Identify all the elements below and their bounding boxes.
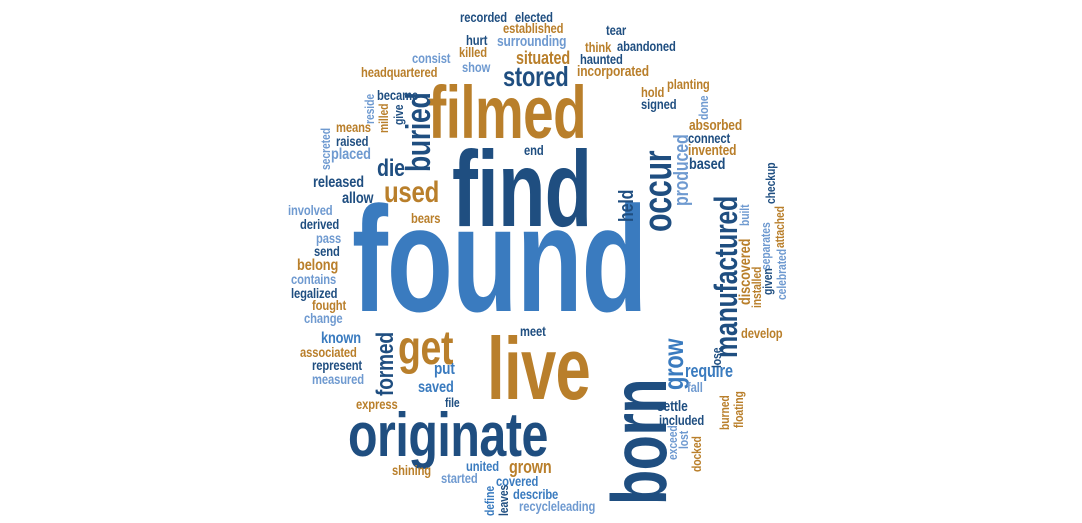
word-allow: allow: [342, 190, 374, 207]
word-contains: contains: [291, 271, 337, 287]
word-grow: grow: [658, 338, 689, 390]
word-live: live: [487, 319, 591, 418]
word-milled: milled: [376, 103, 391, 133]
word-started: started: [441, 470, 478, 486]
word-haunted: haunted: [580, 51, 623, 67]
word-incorporated: incorporated: [577, 63, 649, 80]
word-found: found: [352, 175, 648, 343]
word-signed: signed: [641, 96, 677, 112]
word-get: get: [398, 322, 454, 375]
word-based: based: [689, 156, 726, 173]
word-think: think: [585, 39, 612, 55]
word-recycleleading: recycleleading: [519, 498, 596, 514]
word-send: send: [314, 243, 340, 259]
word-built: built: [737, 204, 752, 226]
word-associated: associated: [300, 344, 357, 360]
word-change: change: [304, 310, 343, 326]
word-means: means: [336, 119, 371, 135]
word-surrounding: surrounding: [497, 33, 567, 50]
word-recorded: recorded: [460, 9, 508, 25]
word-require: require: [685, 361, 733, 381]
word-abandoned: abandoned: [617, 38, 676, 54]
word-tear: tear: [606, 22, 627, 38]
word-absorbed: absorbed: [689, 117, 743, 134]
word-headquartered: headquartered: [361, 64, 438, 80]
word-bears: bears: [411, 210, 441, 226]
word-fought: fought: [312, 297, 347, 313]
word-buried: buried: [400, 92, 438, 172]
word-express: express: [356, 396, 398, 412]
word-lose: lose: [709, 347, 724, 368]
word-develop: develop: [741, 325, 783, 341]
word-planting: planting: [667, 76, 710, 92]
word-situated: situated: [516, 48, 571, 68]
word-measured: measured: [312, 371, 365, 387]
word-included: included: [659, 412, 705, 428]
word-legalized: legalized: [291, 285, 338, 301]
word-covered: covered: [496, 473, 539, 489]
word-checkup: checkup: [763, 162, 778, 204]
word-find: find: [452, 128, 592, 249]
word-celebrated: celebrated: [774, 249, 789, 300]
word-secreted: secreted: [318, 128, 333, 170]
word-known: known: [321, 330, 361, 347]
word-end: end: [524, 142, 544, 158]
word-elected: elected: [515, 9, 553, 25]
word-define: define: [482, 485, 497, 516]
word-docked: docked: [689, 436, 704, 472]
word-saved: saved: [418, 379, 454, 396]
word-attached: attached: [772, 206, 787, 248]
word-meet: meet: [520, 323, 546, 339]
word-file: file: [445, 395, 460, 410]
word-give: give: [391, 104, 406, 125]
word-became: became: [377, 87, 419, 103]
word-derived: derived: [300, 216, 340, 232]
word-hurt: hurt: [466, 32, 488, 48]
word-shining: shining: [392, 462, 432, 478]
word-floating: floating: [731, 391, 746, 428]
word-leaves: leaves: [496, 484, 511, 516]
word-released: released: [313, 174, 364, 191]
word-originate: originate: [348, 401, 548, 470]
word-burned: burned: [717, 395, 732, 430]
word-show: show: [462, 59, 491, 75]
word-belong: belong: [297, 257, 339, 274]
word-united: united: [466, 458, 499, 474]
word-used: used: [384, 176, 440, 209]
word-put: put: [434, 359, 455, 378]
word-involved: involved: [288, 202, 333, 218]
word-represent: represent: [312, 357, 363, 373]
word-grown: grown: [509, 457, 552, 477]
word-placed: placed: [331, 146, 371, 163]
word-invented: invented: [688, 142, 737, 159]
word-pass: pass: [316, 230, 342, 246]
word-established: established: [503, 20, 564, 36]
word-fall: fall: [687, 379, 703, 395]
word-installed: installed: [749, 266, 764, 308]
word-die: die: [377, 155, 405, 182]
word-held: held: [616, 189, 638, 222]
word-raised: raised: [336, 133, 369, 149]
word-settle: settle: [657, 398, 688, 415]
word-consist: consist: [412, 50, 451, 66]
word-separates: separates: [758, 222, 773, 270]
word-filmed: filmed: [428, 71, 587, 154]
word-hold: hold: [641, 84, 665, 100]
word-stored: stored: [503, 61, 569, 92]
word-connect: connect: [688, 130, 731, 146]
word-done: done: [696, 95, 711, 120]
word-killed: killed: [459, 44, 487, 60]
word-formed: formed: [372, 332, 399, 396]
word-describe: describe: [513, 486, 559, 502]
